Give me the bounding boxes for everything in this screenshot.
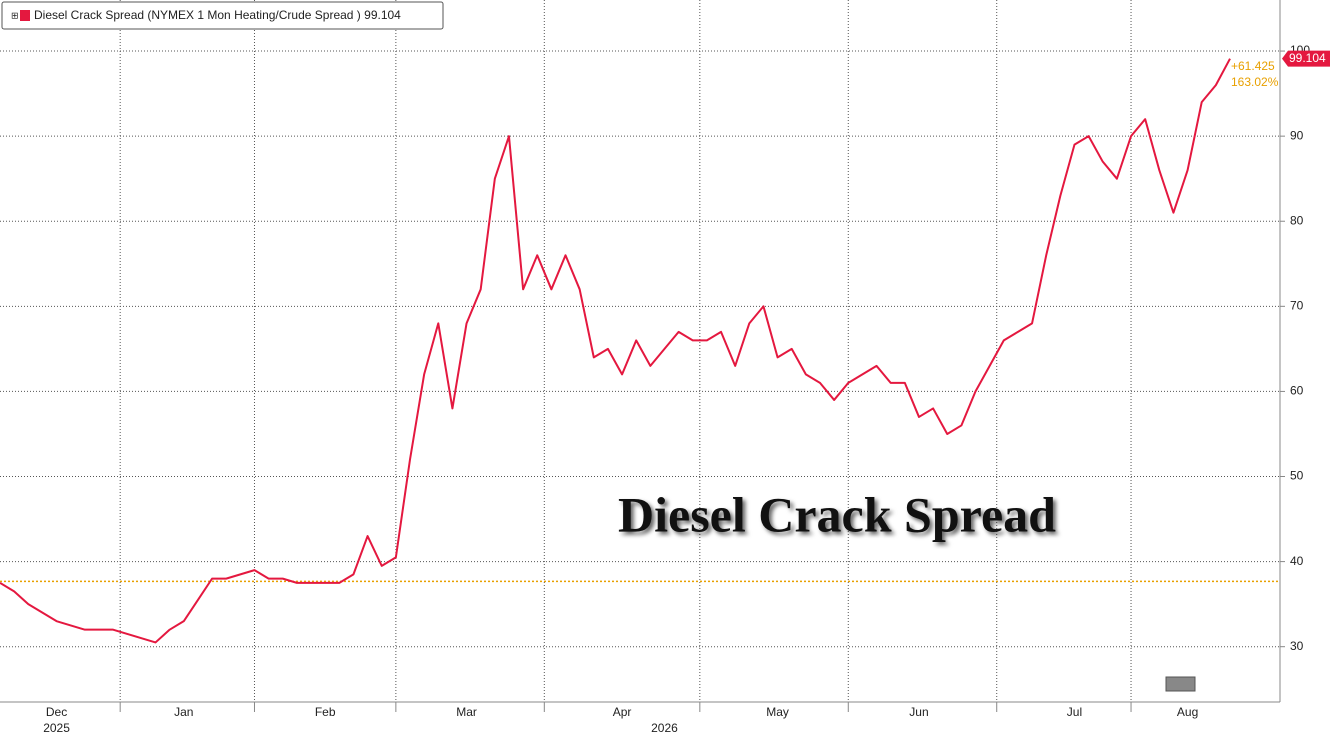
last-value-label: 99.104 bbox=[1289, 51, 1326, 65]
x-tick-label: Feb bbox=[315, 705, 336, 719]
y-tick-label: 70 bbox=[1290, 298, 1304, 312]
y-tick-label: 80 bbox=[1290, 213, 1304, 227]
line-series bbox=[0, 58, 1231, 644]
x-tick-label: Dec bbox=[46, 705, 67, 719]
y-tick-label: 60 bbox=[1290, 384, 1304, 398]
annotation: Diesel Crack Spread bbox=[618, 486, 1056, 542]
y-tick-label: 30 bbox=[1290, 639, 1304, 653]
last-value-badge bbox=[1282, 50, 1330, 67]
y-tick-label: 50 bbox=[1290, 469, 1304, 483]
change-label: 163.02% bbox=[1231, 75, 1279, 89]
x-tick-label: Aug bbox=[1177, 705, 1198, 719]
change-label: +61.425 bbox=[1231, 59, 1275, 73]
legend-toggle: ⊞ bbox=[11, 10, 19, 20]
x-tick-label: Jun bbox=[909, 705, 928, 719]
legend-swatch bbox=[20, 10, 30, 21]
chart-icon bbox=[1165, 676, 1196, 692]
legend-label: Diesel Crack Spread (NYMEX 1 Mon Heating… bbox=[34, 8, 401, 22]
x-year-label: 2026 bbox=[651, 721, 678, 735]
x-tick-label: Mar bbox=[456, 705, 477, 719]
y-tick-label: 40 bbox=[1290, 554, 1304, 568]
x-tick-label: Jan bbox=[174, 705, 193, 719]
y-tick-label: 90 bbox=[1290, 128, 1304, 142]
x-tick-label: Jul bbox=[1067, 705, 1082, 719]
x-tick-label: May bbox=[766, 705, 789, 719]
x-tick-label: Apr bbox=[613, 705, 632, 719]
legend bbox=[1, 1, 444, 30]
x-year-label: 2025 bbox=[43, 721, 70, 735]
grid bbox=[0, 0, 1280, 702]
